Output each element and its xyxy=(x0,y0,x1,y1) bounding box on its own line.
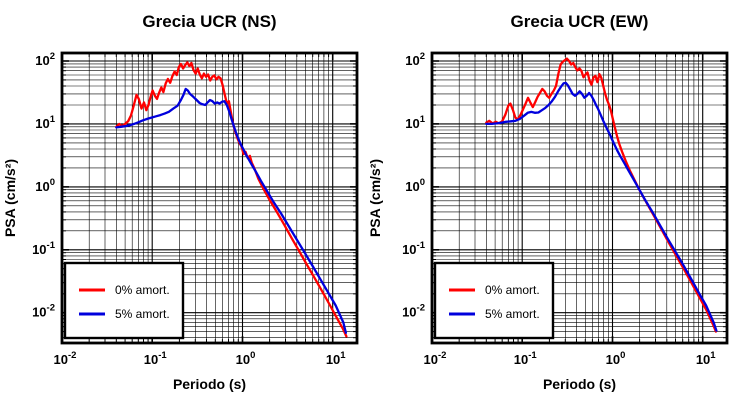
y-tick-label: 10-2 xyxy=(32,303,55,320)
x-axis-label: Periodo (s) xyxy=(173,376,246,392)
curves xyxy=(485,57,718,333)
plot-title: Grecia UCR (NS) xyxy=(142,12,276,31)
legend-box xyxy=(433,261,555,340)
series-0pct-line xyxy=(115,61,348,338)
legend: 0% amort. 5% amort. xyxy=(63,261,185,340)
x-tick-label: 10-1 xyxy=(144,350,168,367)
y-tick-label: 100 xyxy=(405,177,425,194)
x-tick-label: 101 xyxy=(326,350,346,367)
series-5pct-line xyxy=(485,81,718,332)
grid-lines xyxy=(61,53,357,343)
legend-label: 5% amort. xyxy=(485,307,540,321)
legend-box xyxy=(63,261,185,340)
y-tick-label: 100 xyxy=(35,177,55,194)
y-tick-label: 10-2 xyxy=(402,303,425,320)
x-tick-label: 101 xyxy=(696,350,716,367)
y-tick-label: 102 xyxy=(35,51,55,68)
grid-lines xyxy=(431,53,727,343)
y-tick-label: 101 xyxy=(35,114,55,131)
series-5pct-line xyxy=(115,87,348,334)
y-tick-label: 10-1 xyxy=(402,240,426,257)
x-tick-label: 100 xyxy=(236,350,256,367)
x-tick-label: 10-2 xyxy=(424,350,447,367)
legend-label: 5% amort. xyxy=(115,307,170,321)
y-tick-label: 101 xyxy=(405,114,425,131)
x-axis-label: Periodo (s) xyxy=(543,376,616,392)
curves xyxy=(115,61,348,338)
y-axis-label: PSA (cm/s²) xyxy=(367,159,383,237)
plot-frame xyxy=(430,51,729,345)
plot-frame xyxy=(60,51,359,345)
x-tick-label: 100 xyxy=(606,350,626,367)
legend-label: 0% amort. xyxy=(485,283,540,297)
x-tick-label: 10-1 xyxy=(514,350,538,367)
psa-plot-ns: 0% amort. 5% amort. 10-2 10-1 100 101 102 101 10… xyxy=(2,12,359,392)
legend-label: 0% amort. xyxy=(115,283,170,297)
plot-title: Grecia UCR (EW) xyxy=(511,12,649,31)
legend: 0% amort. 5% amort. xyxy=(433,261,555,340)
y-tick-label: 102 xyxy=(405,51,425,68)
psa-plot-ew: 0% amort. 5% amort. 10-2 10-1 100 101 102 101 10… xyxy=(367,12,729,392)
y-axis-label: PSA (cm/s²) xyxy=(2,159,18,237)
y-tick-label: 10-1 xyxy=(32,240,56,257)
x-tick-label: 10-2 xyxy=(54,350,77,367)
